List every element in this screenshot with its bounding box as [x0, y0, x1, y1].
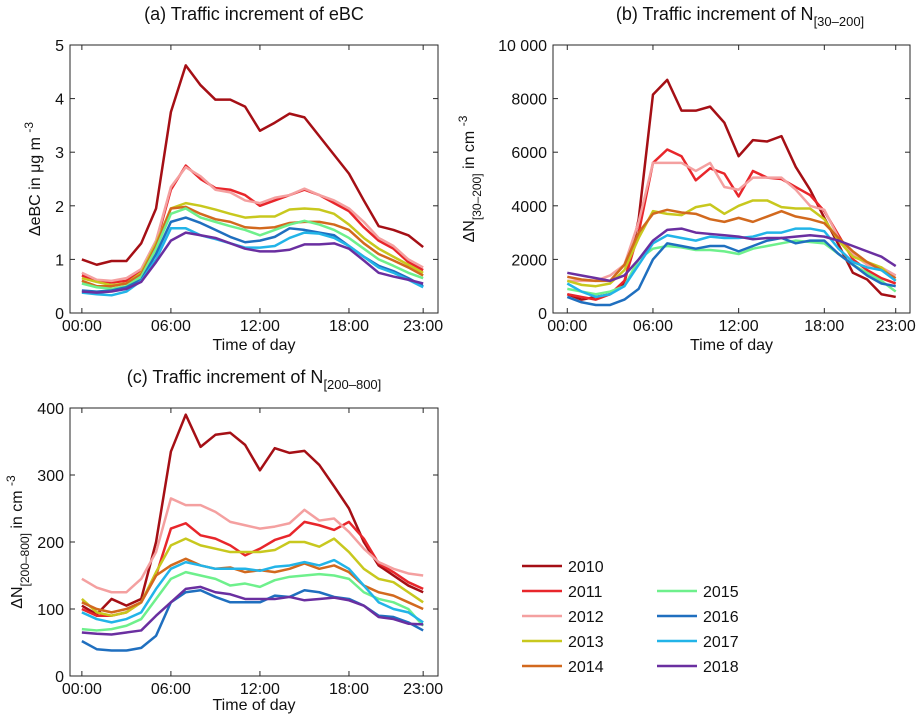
legend: 2010 2011 2012 2013 2014 2015 2016 2017 2018 [522, 559, 739, 676]
series-line [81, 570, 425, 632]
series-line [81, 585, 424, 636]
series-line [81, 558, 424, 624]
title-subscript: [200–800] [323, 377, 381, 392]
legend-label: 2015 [703, 584, 739, 601]
x-tick-label: 12:00 [240, 318, 280, 335]
legend-label: 2018 [703, 659, 739, 676]
y-label-part: -3 [456, 115, 470, 126]
y-label-part: [30–200] [470, 173, 484, 220]
x-axis-label: Time of day [690, 337, 773, 354]
x-tick-label: 06:00 [151, 318, 191, 335]
y-axis-label: ΔN[200–800] in cm -3 [4, 475, 32, 609]
y-tick-label: 0 [55, 306, 64, 323]
legend-label: 2010 [568, 559, 604, 576]
y-label-part: ΔN [9, 586, 26, 608]
y-tick-label: 6000 [511, 145, 547, 162]
legend-label: 2012 [568, 609, 604, 626]
panel: (c) Traffic increment of N[200–800]01002… [4, 367, 443, 714]
x-tick-label: 00:00 [62, 318, 102, 335]
y-axis-label: ΔN[30–200] in cm -3 [456, 115, 484, 242]
y-tick-label: 200 [37, 535, 64, 552]
y-tick-label: 1 [55, 252, 64, 269]
x-tick-label: 12:00 [240, 681, 280, 698]
axes-box [552, 44, 911, 314]
y-tick-label: 5 [55, 38, 64, 55]
title-main: (b) Traffic increment of N [616, 4, 814, 24]
series-line [81, 231, 424, 294]
y-tick-label: 10 000 [498, 38, 547, 55]
series-line [567, 161, 897, 283]
title-main: (a) Traffic increment of eBC [144, 4, 364, 24]
chart-title: (a) Traffic increment of eBC [144, 4, 364, 24]
y-tick-label: 400 [37, 401, 64, 418]
x-tick-label: 18:00 [804, 318, 844, 335]
y-tick-label: 0 [55, 669, 64, 686]
x-tick-label: 12:00 [719, 318, 759, 335]
series-line [566, 227, 897, 299]
y-tick-label: 2000 [511, 252, 547, 269]
series-line [81, 207, 424, 291]
legend-label: 2013 [568, 634, 604, 651]
panel: (a) Traffic increment of eBC 0 1 2 3 4 5 00:00 0… [22, 4, 443, 354]
legend-label: 2014 [568, 659, 604, 676]
x-tick-label: 00:00 [547, 318, 587, 335]
axes-box [69, 407, 439, 677]
y-tick-label: 8000 [511, 92, 547, 109]
series-line [566, 236, 896, 307]
series-line [566, 199, 897, 288]
x-tick-label: 06:00 [151, 681, 191, 698]
legend-label: 2017 [703, 634, 739, 651]
legend-label: 2016 [703, 609, 739, 626]
series-line [81, 164, 424, 284]
x-tick-label: 23:00 [403, 318, 443, 335]
legend-label: 2011 [568, 584, 603, 601]
y-tick-label: 2 [55, 199, 64, 216]
y-label-part: [200–800] [18, 533, 32, 586]
title-subscript: [30–200] [814, 14, 865, 29]
title-main: (c) Traffic increment of N [127, 367, 324, 387]
series-line [566, 78, 896, 301]
chart-title: (c) Traffic increment of N[200–800] [127, 367, 382, 392]
y-label-part: in cm [9, 486, 26, 533]
y-label-part: ΔeBC in μg m [27, 133, 44, 237]
y-tick-label: 0 [538, 306, 547, 323]
x-axis-label: Time of day [213, 697, 296, 714]
y-tick-label: 300 [37, 468, 64, 485]
y-tick-label: 3 [55, 145, 64, 162]
x-tick-label: 18:00 [329, 318, 369, 335]
chart-title: (b) Traffic increment of N[30–200] [616, 4, 864, 29]
y-label-part: ΔN [461, 220, 478, 242]
x-axis-label: Time of day [213, 337, 296, 354]
y-label-part: in cm [461, 126, 478, 173]
x-tick-label: 06:00 [633, 318, 673, 335]
series-line [81, 64, 424, 267]
y-label-part: -3 [4, 475, 18, 486]
series-line [81, 165, 424, 283]
series-line [567, 208, 897, 283]
y-label-part: -3 [22, 122, 36, 133]
y-axis-label: ΔeBC in μg m -3 [22, 122, 44, 236]
series-line [567, 227, 897, 283]
y-tick-label: 100 [37, 602, 64, 619]
x-tick-label: 00:00 [62, 681, 102, 698]
panel: (b) Traffic increment of N[30–200]020004… [456, 4, 916, 354]
axes-box [69, 44, 439, 314]
series-line [81, 413, 424, 616]
x-tick-label: 23:00 [403, 681, 443, 698]
x-tick-label: 18:00 [329, 681, 369, 698]
series-line [81, 497, 424, 594]
series-line [81, 205, 424, 288]
y-tick-label: 4 [55, 92, 64, 109]
x-tick-label: 23:00 [876, 318, 916, 335]
y-tick-label: 4000 [511, 199, 547, 216]
